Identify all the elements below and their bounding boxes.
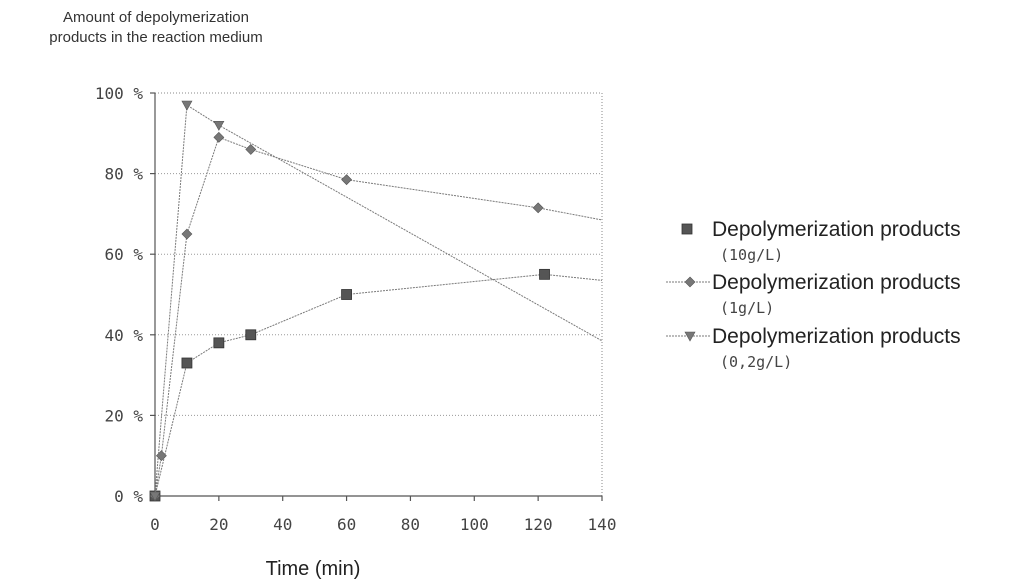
y-tick-label: 20 % [104, 406, 143, 425]
legend: Depolymerization products(10g/L)Depolyme… [666, 218, 961, 371]
y-tick-label: 40 % [104, 326, 143, 345]
data-point [181, 357, 193, 369]
x-tick-label: 100 [460, 515, 489, 534]
legend-label: Depolymerization products [712, 325, 961, 348]
legend-sublabel: (1g/L) [720, 299, 774, 317]
axes [150, 92, 603, 501]
legend-entry-3: Depolymerization products (0,2g/L) [666, 325, 961, 371]
y-tick-label: 60 % [104, 245, 143, 264]
x-axis-title: Time (min) [266, 558, 361, 580]
y-tick-label: 80 % [104, 165, 143, 184]
legend-sublabel: (10g/L) [720, 246, 783, 264]
gridlines [154, 92, 603, 497]
plot-area-border [154, 92, 603, 497]
y-axis-title-line: Amount of depolymerization [63, 9, 249, 26]
y-axis-title-line: products in the reaction medium [49, 29, 262, 46]
x-tick-label: 60 [337, 515, 356, 534]
legend-label: Depolymerization products [712, 271, 961, 294]
series-line [154, 104, 603, 497]
tick-labels: 0 % 20 % 40 % 60 % 80 % 100 % 0 20 40 60 80 100 120 1… [95, 84, 617, 534]
x-tick-label: 40 [273, 515, 292, 534]
data-point [213, 337, 225, 349]
data-point [149, 491, 161, 502]
x-tick-label: 20 [209, 515, 228, 534]
legend-marker [684, 331, 696, 342]
data-point [181, 228, 193, 240]
series-2 [149, 131, 603, 502]
x-tick-label: 0 [150, 515, 160, 534]
series-line [154, 136, 603, 497]
x-tick-label: 80 [401, 515, 420, 534]
series-1 [149, 268, 603, 502]
data-point [213, 120, 225, 131]
legend-entry-2: Depolymerization products (1g/L) [666, 271, 961, 317]
y-axis-title: Amount of depolymerization products in th… [49, 9, 262, 46]
data-point [181, 100, 193, 111]
y-tick-label: 100 % [95, 84, 144, 103]
series-layer [149, 100, 603, 502]
x-tick-label: 120 [524, 515, 553, 534]
y-tick-label: 0 % [114, 487, 143, 506]
legend-entry-1: Depolymerization products (10g/L) [681, 218, 961, 264]
data-point [213, 131, 225, 143]
series-3 [149, 100, 603, 502]
legend-sublabel: (0,2g/L) [720, 353, 792, 371]
legend-marker [684, 276, 696, 288]
data-point [341, 174, 352, 186]
series-line [154, 273, 603, 497]
data-point [245, 329, 257, 341]
legend-marker [681, 223, 693, 235]
x-tick-label: 140 [588, 515, 617, 534]
data-point [539, 268, 550, 280]
data-point [341, 289, 352, 300]
data-point [532, 202, 544, 214]
data-point [245, 143, 257, 155]
legend-label: Depolymerization products [712, 218, 961, 241]
